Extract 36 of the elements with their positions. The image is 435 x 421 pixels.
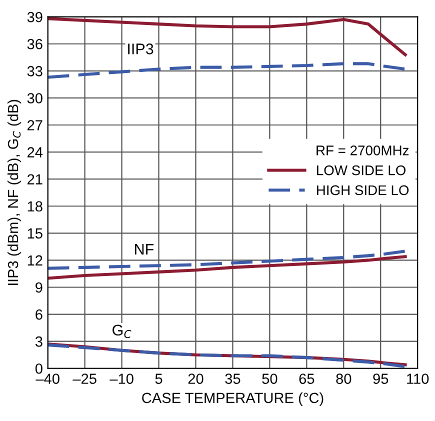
y-axis-title: IIP3 (dBm), NF (dB), G$_{C}$ (dB) — [8, 100, 22, 285]
line-series — [48, 62, 407, 79]
line-series — [48, 255, 407, 280]
x-tick-label: 35 — [225, 374, 240, 384]
annotation: G$_{C}$ — [112, 324, 132, 338]
x-tick-label: 65 — [299, 374, 314, 384]
y-tick-label: 18 — [28, 201, 42, 212]
legend-label: LOW SIDE LO — [317, 165, 406, 176]
x-axis-title: CASE TEMPERATURE (°C) — [142, 392, 324, 406]
x-tick-label: 20 — [188, 374, 204, 384]
x-tick-label: 80 — [336, 374, 352, 384]
y-tick-label: 21 — [28, 174, 42, 184]
y-tick-label: 30 — [27, 93, 42, 104]
x-tick-label: 95 — [373, 374, 388, 384]
annotation: IIP3 — [128, 44, 154, 54]
y-tick-label: 36 — [27, 38, 42, 50]
y-tick-label: 39 — [27, 12, 42, 22]
y-tick-label: 33 — [27, 66, 42, 76]
x-tick-label: –40 — [36, 374, 60, 384]
x-tick-label: –25 — [72, 374, 96, 384]
line-series — [48, 17, 407, 56]
y-tick-label: 9 — [36, 282, 42, 293]
legend-title: RF = 2700MHz — [316, 146, 409, 156]
annotation: NF — [135, 244, 154, 255]
y-tick-label: 15 — [28, 228, 42, 239]
y-tick-label: 3 — [35, 336, 42, 347]
y-tick-label: 0 — [35, 363, 42, 374]
y-tick-label: 6 — [36, 309, 42, 320]
y-tick-label: 24 — [28, 147, 43, 158]
x-tick-label: 50 — [262, 374, 278, 384]
y-tick-label: 12 — [28, 255, 42, 266]
x-tick-label: 110 — [407, 374, 429, 384]
y-tick-label: 27 — [28, 120, 42, 130]
x-tick-label: 5 — [155, 374, 162, 384]
legend-label: HIGH SIDE LO — [317, 185, 409, 196]
x-tick-label: –10 — [110, 374, 134, 384]
